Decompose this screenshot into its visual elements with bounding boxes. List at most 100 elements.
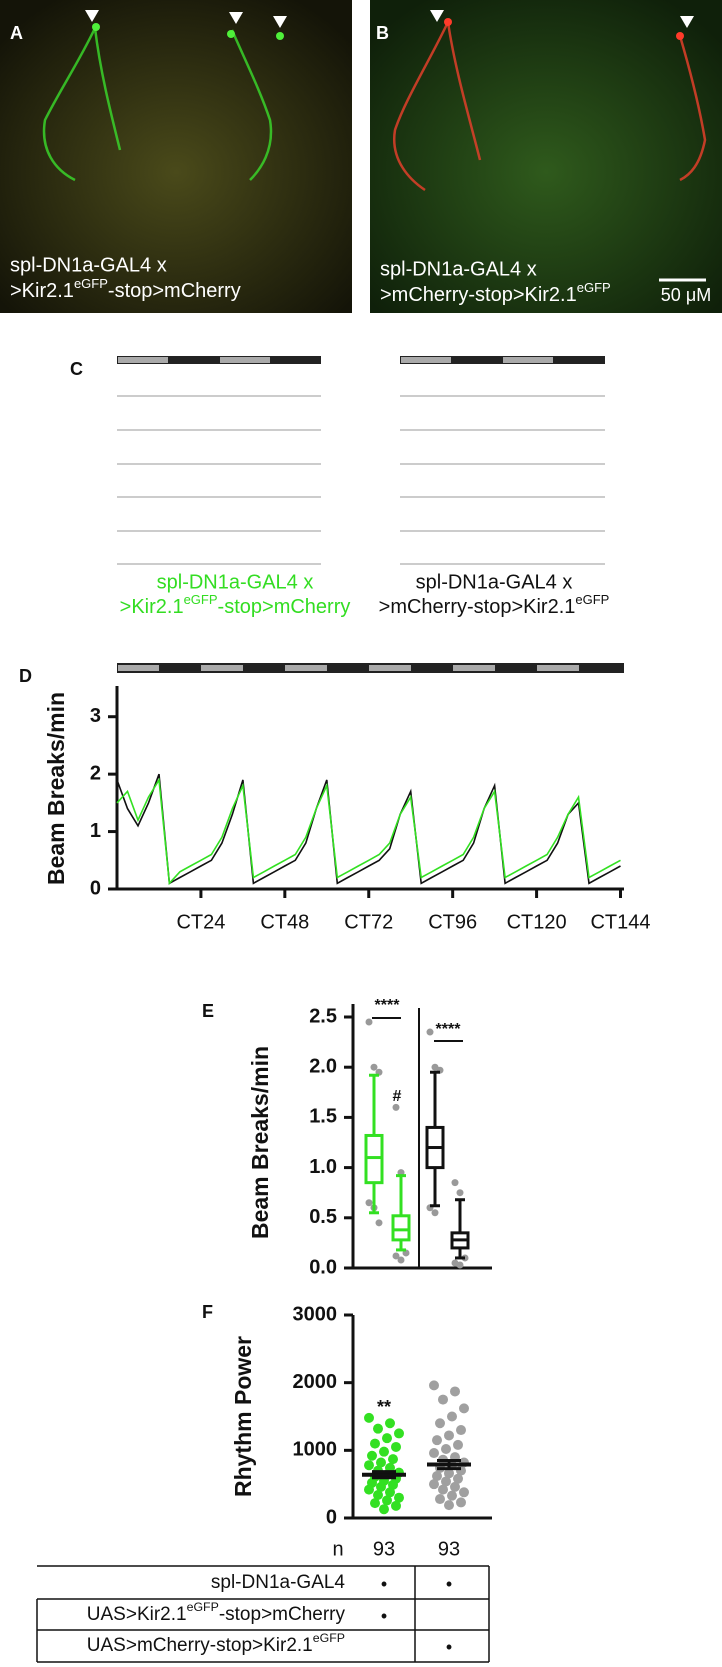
outlier — [392, 1252, 400, 1260]
text-run: UAS>mCherry-stop>Kir2.1 — [87, 1635, 313, 1656]
ld-light — [285, 665, 327, 671]
outlier — [397, 1256, 405, 1264]
superscript: eGFP — [74, 276, 108, 291]
superscript: eGFP — [187, 1600, 219, 1614]
dot — [444, 1430, 454, 1441]
caption: >mCherry-stop>Kir2.1eGFP — [379, 592, 610, 618]
outlier — [456, 1189, 464, 1197]
dot — [453, 1439, 463, 1450]
bullet: • — [446, 1637, 452, 1657]
soma — [444, 18, 452, 26]
row-label: UAS>mCherry-stop>Kir2.1eGFP — [87, 1631, 345, 1656]
y-tick-label: 0.5 — [309, 1206, 337, 1228]
dot — [376, 1481, 386, 1492]
text-run: spl-DN1a-GAL4 — [211, 1572, 346, 1593]
text-run: -stop>mCherry — [219, 1604, 346, 1625]
ld-light — [201, 665, 243, 671]
ld-bar — [117, 356, 321, 364]
caption: >Kir2.1eGFP-stop>mCherry — [120, 592, 351, 618]
dot — [441, 1476, 451, 1487]
x-tick-label: CT144 — [590, 911, 650, 933]
dot — [450, 1481, 460, 1492]
box — [391, 1214, 411, 1242]
text-run: >mCherry-stop>Kir2.1 — [380, 284, 577, 306]
dot — [450, 1386, 460, 1397]
ld-light — [369, 665, 411, 671]
dot — [391, 1500, 401, 1511]
dot — [429, 1380, 439, 1391]
micrograph — [370, 0, 722, 313]
caption: spl-DN1a-GAL4 x — [157, 571, 314, 593]
dot — [364, 1460, 374, 1471]
actogram — [400, 356, 605, 565]
panel-label: A — [10, 23, 23, 43]
x-tick-label: CT96 — [428, 911, 477, 933]
x-tick-label: CT120 — [507, 911, 567, 933]
dot — [438, 1394, 448, 1405]
superscript: eGFP — [577, 280, 611, 295]
x-tick-label: CT24 — [176, 911, 225, 933]
dot — [379, 1504, 389, 1515]
bullet: • — [446, 1574, 452, 1594]
arrowhead — [85, 10, 99, 22]
text-run: >Kir2.1 — [10, 280, 74, 302]
y-tick-label: 0.0 — [309, 1256, 337, 1278]
dot — [429, 1448, 439, 1459]
y-tick-label: 3000 — [293, 1303, 338, 1325]
ld-light — [118, 357, 168, 363]
outlier — [370, 1063, 378, 1071]
bullet: • — [381, 1606, 387, 1626]
soma — [92, 23, 100, 31]
y-tick-label: 1.5 — [309, 1106, 337, 1128]
dot — [432, 1435, 442, 1446]
dot — [364, 1484, 374, 1495]
y-tick-label: 0 — [326, 1506, 337, 1528]
box — [364, 1133, 384, 1185]
y-tick-label: 2 — [90, 762, 101, 784]
micrograph — [0, 0, 352, 313]
ld-light — [537, 665, 579, 671]
row-label: UAS>Kir2.1eGFP-stop>mCherry — [87, 1600, 346, 1625]
superscript: eGFP — [313, 1631, 345, 1645]
row-label: spl-DN1a-GAL4 — [211, 1572, 346, 1593]
dot — [373, 1489, 383, 1500]
superscript: eGFP — [184, 592, 218, 607]
ld-light — [453, 665, 495, 671]
y-axis-title: Beam Breaks/min — [247, 1046, 273, 1239]
actogram — [117, 356, 321, 565]
ld-light — [118, 665, 159, 671]
y-tick-label: 1.0 — [309, 1156, 337, 1178]
outlier — [365, 1018, 373, 1026]
soma — [676, 32, 684, 40]
dot — [447, 1411, 457, 1422]
bullet: • — [381, 1574, 387, 1594]
y-tick-label: 1 — [90, 820, 101, 842]
panel-label: F — [202, 1302, 213, 1322]
dot — [370, 1438, 380, 1449]
y-axis-title: Rhythm Power — [230, 1336, 256, 1497]
dot — [385, 1418, 395, 1429]
panel-label: C — [70, 359, 83, 379]
dot — [456, 1497, 466, 1508]
panel-a: A spl-DN1a-GAL4 x >Kir2.1eGFP-stop>mCher… — [0, 0, 352, 313]
caption: spl-DN1a-GAL4 x — [10, 254, 167, 276]
outlier — [375, 1219, 383, 1227]
ld-bar — [117, 663, 624, 673]
x-tick-label: CT72 — [344, 911, 393, 933]
text-run: -stop>mCherry — [108, 280, 241, 302]
panel-label: D — [19, 666, 32, 686]
x-tick-label: CT48 — [260, 911, 309, 933]
neuron-trace — [42, 27, 273, 182]
genotype-table — [36, 1565, 490, 1663]
dot — [459, 1487, 469, 1498]
dot — [367, 1450, 377, 1461]
y-tick-label: 2000 — [293, 1371, 338, 1393]
dot — [453, 1473, 463, 1484]
dot — [379, 1446, 389, 1457]
ld-light — [401, 357, 451, 363]
dot — [394, 1492, 404, 1503]
y-tick-label: 3 — [90, 705, 101, 727]
dot — [447, 1490, 457, 1501]
dot — [394, 1428, 404, 1439]
